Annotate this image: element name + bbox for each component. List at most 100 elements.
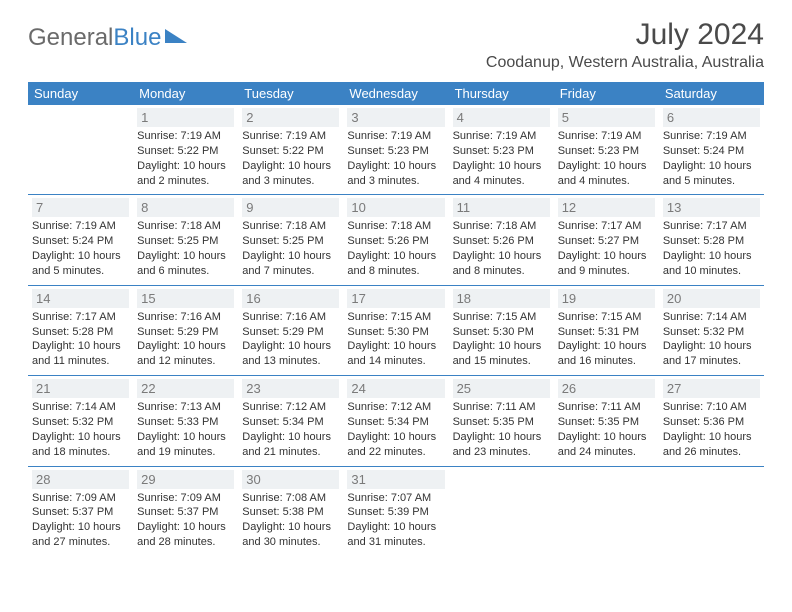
day-details: Sunrise: 7:19 AMSunset: 5:23 PMDaylight:… — [558, 129, 655, 188]
detail-line: Daylight: 10 hours — [663, 159, 760, 174]
detail-line: Sunset: 5:37 PM — [32, 505, 129, 520]
day-details: Sunrise: 7:12 AMSunset: 5:34 PMDaylight:… — [347, 400, 444, 459]
detail-line: Sunset: 5:30 PM — [453, 325, 550, 340]
day-details: Sunrise: 7:11 AMSunset: 5:35 PMDaylight:… — [558, 400, 655, 459]
detail-line: and 3 minutes. — [347, 174, 444, 189]
day-details: Sunrise: 7:18 AMSunset: 5:25 PMDaylight:… — [242, 219, 339, 278]
day-number: 22 — [137, 379, 234, 398]
detail-line: Sunrise: 7:18 AM — [347, 219, 444, 234]
detail-line: Daylight: 10 hours — [242, 520, 339, 535]
detail-line: Daylight: 10 hours — [242, 339, 339, 354]
day-details: Sunrise: 7:14 AMSunset: 5:32 PMDaylight:… — [32, 400, 129, 459]
day-number: 13 — [663, 198, 760, 217]
detail-line: Daylight: 10 hours — [137, 159, 234, 174]
day-details: Sunrise: 7:17 AMSunset: 5:28 PMDaylight:… — [663, 219, 760, 278]
detail-line: Sunset: 5:28 PM — [663, 234, 760, 249]
detail-line: Sunset: 5:30 PM — [347, 325, 444, 340]
detail-line: Sunrise: 7:12 AM — [347, 400, 444, 415]
day-header: Saturday — [659, 82, 764, 105]
detail-line: Daylight: 10 hours — [242, 249, 339, 264]
detail-line: Daylight: 10 hours — [137, 430, 234, 445]
detail-line: Sunset: 5:34 PM — [242, 415, 339, 430]
detail-line: Sunset: 5:23 PM — [453, 144, 550, 159]
detail-line: Sunrise: 7:11 AM — [558, 400, 655, 415]
day-details: Sunrise: 7:15 AMSunset: 5:30 PMDaylight:… — [347, 310, 444, 369]
day-details: Sunrise: 7:16 AMSunset: 5:29 PMDaylight:… — [242, 310, 339, 369]
calendar-table: SundayMondayTuesdayWednesdayThursdayFrid… — [28, 82, 764, 556]
day-cell: 23Sunrise: 7:12 AMSunset: 5:34 PMDayligh… — [238, 376, 343, 466]
day-number: 20 — [663, 289, 760, 308]
detail-line: Sunset: 5:33 PM — [137, 415, 234, 430]
day-cell: 25Sunrise: 7:11 AMSunset: 5:35 PMDayligh… — [449, 376, 554, 466]
day-cell: 24Sunrise: 7:12 AMSunset: 5:34 PMDayligh… — [343, 376, 448, 466]
header: GeneralBlue July 2024 Coodanup, Western … — [28, 18, 764, 72]
detail-line: and 27 minutes. — [32, 535, 129, 550]
day-cell: 10Sunrise: 7:18 AMSunset: 5:26 PMDayligh… — [343, 195, 448, 285]
day-cell: 19Sunrise: 7:15 AMSunset: 5:31 PMDayligh… — [554, 285, 659, 375]
detail-line: and 6 minutes. — [137, 264, 234, 279]
detail-line: and 8 minutes. — [347, 264, 444, 279]
week-row: 28Sunrise: 7:09 AMSunset: 5:37 PMDayligh… — [28, 466, 764, 556]
detail-line: Sunset: 5:29 PM — [242, 325, 339, 340]
day-cell: 26Sunrise: 7:11 AMSunset: 5:35 PMDayligh… — [554, 376, 659, 466]
week-row: 14Sunrise: 7:17 AMSunset: 5:28 PMDayligh… — [28, 285, 764, 375]
detail-line: and 30 minutes. — [242, 535, 339, 550]
detail-line: Sunset: 5:26 PM — [453, 234, 550, 249]
day-header-row: SundayMondayTuesdayWednesdayThursdayFrid… — [28, 82, 764, 105]
day-details: Sunrise: 7:17 AMSunset: 5:28 PMDaylight:… — [32, 310, 129, 369]
detail-line: Sunrise: 7:19 AM — [453, 129, 550, 144]
detail-line: and 11 minutes. — [32, 354, 129, 369]
detail-line: and 14 minutes. — [347, 354, 444, 369]
day-header: Sunday — [28, 82, 133, 105]
day-number: 10 — [347, 198, 444, 217]
detail-line: Sunset: 5:22 PM — [137, 144, 234, 159]
day-cell: 30Sunrise: 7:08 AMSunset: 5:38 PMDayligh… — [238, 466, 343, 556]
detail-line: Sunrise: 7:15 AM — [453, 310, 550, 325]
detail-line: Daylight: 10 hours — [347, 249, 444, 264]
day-details: Sunrise: 7:15 AMSunset: 5:31 PMDaylight:… — [558, 310, 655, 369]
detail-line: Sunrise: 7:11 AM — [453, 400, 550, 415]
day-number: 11 — [453, 198, 550, 217]
detail-line: Sunset: 5:31 PM — [558, 325, 655, 340]
day-number: 25 — [453, 379, 550, 398]
day-number: 3 — [347, 108, 444, 127]
day-number: 31 — [347, 470, 444, 489]
day-cell: 17Sunrise: 7:15 AMSunset: 5:30 PMDayligh… — [343, 285, 448, 375]
detail-line: and 9 minutes. — [558, 264, 655, 279]
detail-line: Sunset: 5:24 PM — [663, 144, 760, 159]
detail-line: Daylight: 10 hours — [347, 339, 444, 354]
detail-line: Sunrise: 7:18 AM — [137, 219, 234, 234]
day-number: 2 — [242, 108, 339, 127]
detail-line: Daylight: 10 hours — [453, 339, 550, 354]
day-number: 21 — [32, 379, 129, 398]
day-details: Sunrise: 7:19 AMSunset: 5:22 PMDaylight:… — [242, 129, 339, 188]
detail-line: Daylight: 10 hours — [242, 430, 339, 445]
day-cell: 8Sunrise: 7:18 AMSunset: 5:25 PMDaylight… — [133, 195, 238, 285]
day-number: 8 — [137, 198, 234, 217]
detail-line: and 4 minutes. — [453, 174, 550, 189]
day-cell: 11 Sunrise: 7:18 AMSunset: 5:26 PMDayligh… — [449, 195, 554, 285]
detail-line: and 16 minutes. — [558, 354, 655, 369]
brand-logo: GeneralBlue — [28, 24, 187, 52]
day-details: Sunrise: 7:19 AMSunset: 5:24 PMDaylight:… — [663, 129, 760, 188]
day-cell: 12Sunrise: 7:17 AMSunset: 5:27 PMDayligh… — [554, 195, 659, 285]
detail-line: and 3 minutes. — [242, 174, 339, 189]
detail-line: Daylight: 10 hours — [663, 430, 760, 445]
detail-line: and 21 minutes. — [242, 445, 339, 460]
day-details: Sunrise: 7:10 AMSunset: 5:36 PMDaylight:… — [663, 400, 760, 459]
empty-cell — [554, 466, 659, 556]
day-details: Sunrise: 7:07 AMSunset: 5:39 PMDaylight:… — [347, 491, 444, 550]
title-block: July 2024 Coodanup, Western Australia, A… — [486, 18, 764, 72]
brand-triangle-icon — [165, 29, 187, 43]
detail-line: Daylight: 10 hours — [453, 249, 550, 264]
detail-line: and 5 minutes. — [663, 174, 760, 189]
empty-cell — [659, 466, 764, 556]
detail-line: Sunrise: 7:07 AM — [347, 491, 444, 506]
day-details: Sunrise: 7:18 AMSunset: 5:26 PMDaylight:… — [453, 219, 550, 278]
detail-line: and 7 minutes. — [242, 264, 339, 279]
detail-line: Sunrise: 7:18 AM — [242, 219, 339, 234]
detail-line: Sunset: 5:38 PM — [242, 505, 339, 520]
detail-line: Sunrise: 7:16 AM — [242, 310, 339, 325]
detail-line: Sunrise: 7:14 AM — [32, 400, 129, 415]
detail-line: Sunset: 5:29 PM — [137, 325, 234, 340]
